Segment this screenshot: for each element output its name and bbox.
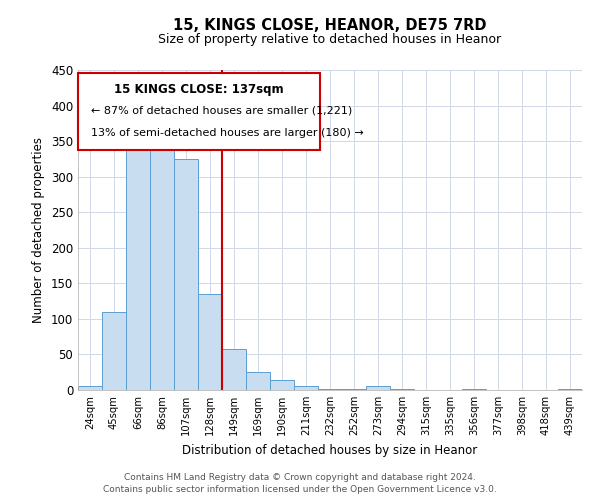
FancyBboxPatch shape — [78, 73, 320, 150]
Bar — [78, 386, 102, 390]
Bar — [246, 372, 270, 390]
Bar — [558, 388, 582, 390]
Bar — [198, 294, 222, 390]
Bar — [126, 141, 150, 390]
Text: 15 KINGS CLOSE: 137sqm: 15 KINGS CLOSE: 137sqm — [114, 83, 284, 96]
X-axis label: Distribution of detached houses by size in Heanor: Distribution of detached houses by size … — [182, 444, 478, 456]
Bar — [390, 388, 414, 390]
Y-axis label: Number of detached properties: Number of detached properties — [32, 137, 46, 323]
Bar — [318, 388, 342, 390]
Bar — [222, 350, 246, 390]
Bar — [270, 380, 294, 390]
Bar — [102, 312, 126, 390]
Text: Contains public sector information licensed under the Open Government Licence v3: Contains public sector information licen… — [103, 485, 497, 494]
Text: 13% of semi-detached houses are larger (180) →: 13% of semi-detached houses are larger (… — [91, 128, 364, 138]
Bar — [342, 388, 366, 390]
Text: 15, KINGS CLOSE, HEANOR, DE75 7RD: 15, KINGS CLOSE, HEANOR, DE75 7RD — [173, 18, 487, 32]
Text: ← 87% of detached houses are smaller (1,221): ← 87% of detached houses are smaller (1,… — [91, 105, 352, 115]
Bar — [174, 159, 198, 390]
Text: Size of property relative to detached houses in Heanor: Size of property relative to detached ho… — [158, 32, 502, 46]
Bar — [366, 386, 390, 390]
Text: Contains HM Land Registry data © Crown copyright and database right 2024.: Contains HM Land Registry data © Crown c… — [124, 472, 476, 482]
Bar — [150, 124, 174, 390]
Bar — [294, 386, 318, 390]
